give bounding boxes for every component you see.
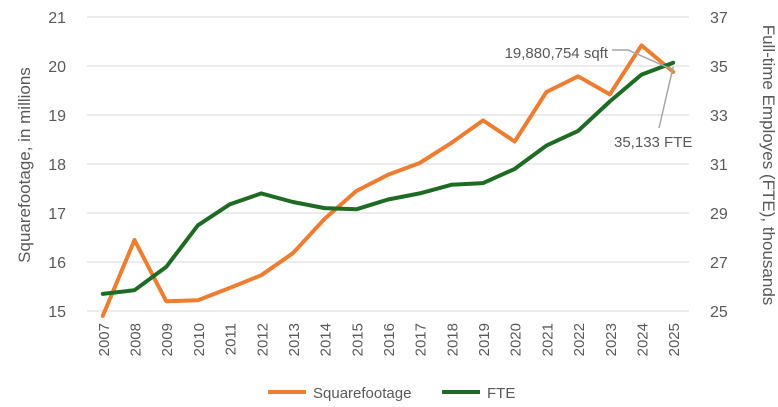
right-tick-label: 31 [710, 157, 728, 174]
left-tick-label: 16 [48, 255, 66, 272]
x-tick-label: 2020 [508, 323, 525, 356]
x-tick-label: 2022 [571, 323, 588, 356]
left-tick-label: 19 [48, 108, 66, 125]
x-tick-label: 2009 [159, 323, 176, 356]
right-tick-label: 25 [710, 304, 728, 321]
x-tick-label: 2019 [476, 323, 493, 356]
right-tick-label: 37 [710, 10, 728, 27]
right-tick-label: 35 [710, 59, 728, 76]
legend-label-fte: FTE [487, 385, 515, 402]
x-tick-label: 2014 [318, 323, 335, 356]
x-tick-label: 2025 [666, 323, 683, 356]
x-tick-label: 2016 [381, 323, 398, 356]
legend-label-squarefootage: Squarefootage [313, 385, 411, 402]
series-line-squarefootage [100, 43, 676, 318]
left-axis-label: Squarefootage, in millions [15, 67, 34, 263]
left-tick-label: 18 [48, 157, 66, 174]
x-tick-label: 2007 [96, 323, 113, 356]
legend: Squarefootage FTE [268, 385, 515, 402]
series-line-fte [100, 60, 676, 296]
x-tick-label: 2023 [603, 323, 620, 356]
x-tick-label: 2021 [539, 323, 556, 356]
left-tick-label: 20 [48, 59, 66, 76]
sqft-annotation: 19,880,754 sqft [505, 45, 609, 62]
left-tick-label: 15 [48, 304, 66, 321]
gridlines [87, 16, 689, 312]
x-tick-label: 2024 [634, 323, 651, 356]
fte-annotation: 35,133 FTE [614, 134, 692, 151]
fte-callout-line [658, 66, 674, 129]
right-tick-label: 33 [710, 108, 728, 125]
x-tick-label: 2018 [444, 323, 461, 356]
right-axis-ticks: 25 27 29 31 33 35 37 [710, 10, 728, 321]
left-tick-label: 21 [48, 10, 66, 27]
x-tick-label: 2012 [254, 323, 271, 356]
left-tick-label: 17 [48, 206, 66, 223]
right-tick-label: 29 [710, 206, 728, 223]
x-tick-label: 2013 [286, 323, 303, 356]
x-tick-label: 2015 [349, 323, 366, 356]
x-tick-label: 2010 [191, 323, 208, 356]
right-axis-label: Full-time Employes (FTE), thousands [759, 25, 778, 306]
annotation-lines [612, 49, 674, 129]
x-tick-label: 2011 [223, 323, 240, 355]
sqft-callout-line [612, 49, 674, 71]
x-tick-label: 2008 [128, 323, 145, 356]
x-tick-label: 2017 [413, 323, 430, 356]
right-tick-label: 27 [710, 255, 728, 272]
left-axis-ticks: 15 16 17 18 19 20 21 [48, 10, 66, 321]
series-lines [100, 43, 676, 318]
x-axis-ticks: 2007 2008 2009 2010 2011 2012 2013 2014 2015 2016… [96, 323, 683, 356]
